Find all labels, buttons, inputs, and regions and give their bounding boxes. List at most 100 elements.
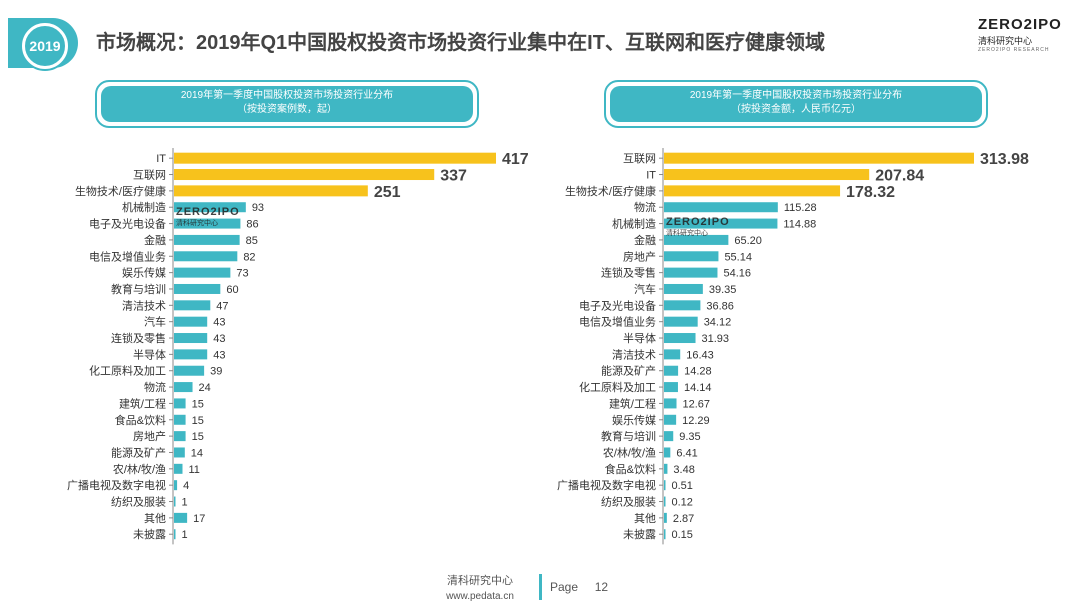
value-label: 337 <box>440 168 467 185</box>
bar <box>664 185 841 197</box>
category-label: 连锁及零售 <box>601 266 656 280</box>
bar <box>174 365 205 376</box>
category-label: 房地产 <box>133 429 166 443</box>
bar <box>664 398 677 409</box>
value-label: 14.28 <box>684 366 712 378</box>
category-label: 广播电视及数字电视 <box>67 478 166 492</box>
value-label: 12.29 <box>682 415 710 427</box>
category-label: 汽车 <box>634 282 656 296</box>
bar <box>174 447 185 458</box>
bar <box>174 152 496 164</box>
category-label: 半导体 <box>133 347 166 361</box>
category-label: IT <box>156 153 166 165</box>
bar <box>174 316 208 327</box>
bar <box>174 512 188 523</box>
category-label: 金融 <box>144 233 166 247</box>
value-label: 178.32 <box>846 184 895 201</box>
value-label: 15 <box>192 398 204 410</box>
bar <box>174 382 193 393</box>
bar <box>174 333 208 344</box>
category-label: 农/林/牧/渔 <box>603 445 656 459</box>
category-label: 房地产 <box>623 249 656 263</box>
right-chart-subtitle: （按投资金额，人民币亿元） <box>731 104 861 115</box>
bar <box>664 414 677 425</box>
value-label: 2.87 <box>673 513 694 525</box>
category-label: 其他 <box>144 512 166 525</box>
bar <box>664 463 668 474</box>
value-label: 417 <box>502 151 529 168</box>
bar <box>174 463 183 474</box>
value-label: 16.43 <box>686 349 714 361</box>
value-label: 15 <box>192 415 204 427</box>
bar <box>664 512 667 523</box>
category-label: 广播电视及数字电视 <box>557 478 656 492</box>
bar <box>174 218 241 229</box>
left-chart-header: 2019年第一季度中国股权投资市场投资行业分布 （按投资案例数，起） <box>95 80 479 128</box>
value-label: 12.67 <box>683 398 711 410</box>
value-label: 9.35 <box>679 431 700 443</box>
bar <box>664 202 778 213</box>
category-label: 娱乐传媒 <box>612 413 656 427</box>
category-label: 机械制造 <box>122 200 166 214</box>
category-label: 建筑/工程 <box>119 396 166 410</box>
bar <box>664 169 870 181</box>
right-chart-title: 2019年第一季度中国股权投资市场投资行业分布 <box>689 90 903 101</box>
footer-url[interactable]: www.pedata.cn <box>446 591 514 602</box>
category-label: 生物技术/医疗健康 <box>565 184 656 198</box>
watermark-cn-name: 清科研究中心 <box>666 230 708 237</box>
bar <box>174 414 186 425</box>
right-chart-header: 2019年第一季度中国股权投资市场投资行业分布 （按投资金额，人民币亿元） <box>604 80 988 128</box>
value-label: 31.93 <box>702 333 730 345</box>
value-label: 15 <box>192 431 204 443</box>
value-label: 251 <box>374 184 401 201</box>
category-label: 能源及矿产 <box>111 445 166 459</box>
category-label: 纺织及服装 <box>601 495 656 509</box>
category-label: 半导体 <box>623 331 656 345</box>
category-label: 纺织及服装 <box>111 495 166 509</box>
category-label: 金融 <box>634 233 656 247</box>
category-label: 电子及光电设备 <box>89 217 166 231</box>
logo-cn-name: 清科研究中心 <box>978 36 1033 46</box>
value-label: 39.35 <box>709 284 737 296</box>
value-label: 36.86 <box>706 300 734 312</box>
category-label: 连锁及零售 <box>111 331 166 345</box>
value-label: 24 <box>199 382 211 394</box>
bar <box>664 316 698 327</box>
category-label: 物流 <box>634 200 656 214</box>
value-label: 6.41 <box>676 447 697 459</box>
bar <box>174 496 176 507</box>
category-label: 未披露 <box>133 527 166 541</box>
value-label: 43 <box>213 349 225 361</box>
category-label: 电信及增值业务 <box>89 249 166 263</box>
category-label: 教育与培训 <box>111 282 166 296</box>
category-label: 机械制造 <box>612 217 656 231</box>
value-label: 115.28 <box>784 202 817 214</box>
value-label: 43 <box>213 333 225 345</box>
category-label: IT <box>646 170 656 182</box>
value-label: 47 <box>216 300 228 312</box>
category-label: 物流 <box>144 380 166 394</box>
category-label: 生物技术/医疗健康 <box>75 184 166 198</box>
value-label: 207.84 <box>875 168 924 185</box>
category-label: 电信及增值业务 <box>579 315 656 329</box>
bar <box>664 349 681 360</box>
bar <box>174 169 435 181</box>
bar <box>664 267 718 278</box>
value-label: 11 <box>188 464 199 476</box>
bar <box>174 267 231 278</box>
watermark-left: ZERO2IPO 清科研究中心 <box>176 206 256 236</box>
value-label: 1 <box>182 497 188 509</box>
bar <box>174 480 178 491</box>
bar <box>664 529 666 540</box>
bar <box>174 529 176 540</box>
bar <box>174 234 240 245</box>
footer-divider <box>539 574 542 600</box>
watermark-wordmark: ZERO2IPO <box>176 206 240 218</box>
bar <box>174 202 246 213</box>
value-label: 60 <box>226 284 238 296</box>
category-label: 食品&饮料 <box>605 462 656 476</box>
category-label: 食品&饮料 <box>115 413 166 427</box>
footer-page-number: 12 <box>594 580 609 594</box>
bar <box>174 251 238 262</box>
